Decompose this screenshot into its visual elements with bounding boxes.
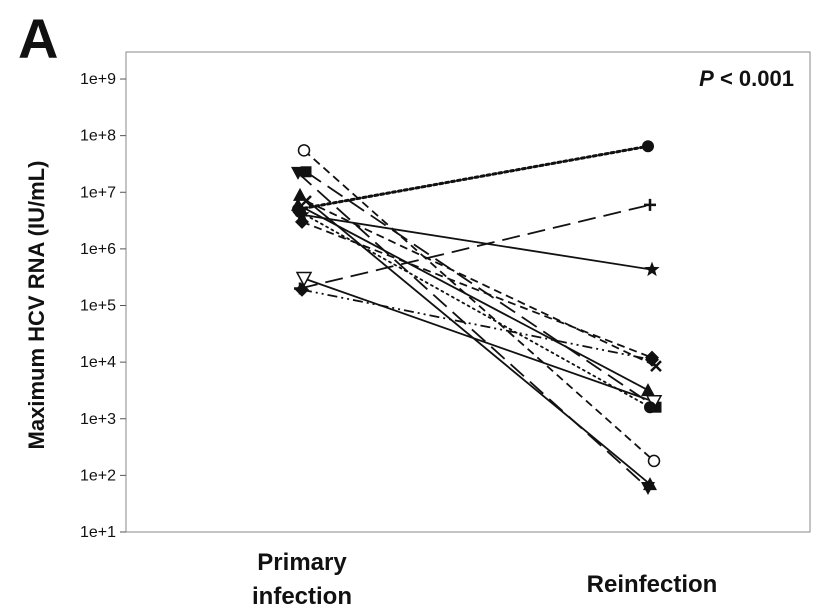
y-tick-label: 1e+9	[80, 71, 116, 88]
series-line	[301, 288, 653, 361]
data-point-diamond-filled	[295, 214, 309, 229]
y-tick-label: 1e+3	[80, 411, 116, 428]
series-markers	[291, 140, 663, 495]
series-line	[297, 204, 649, 391]
series-lines	[296, 144, 657, 489]
x-category-labels: Primary infection Reinfection	[252, 549, 717, 610]
y-tick-label: 1e+5	[80, 298, 116, 315]
data-point-circle-filled	[294, 205, 306, 218]
p-value-text: < 0.001	[714, 66, 794, 91]
y-tick-label: 1e+4	[80, 354, 116, 371]
p-value-annotation: P < 0.001	[699, 66, 794, 91]
data-point-triangle-down-filled	[291, 166, 305, 180]
data-point-circle-open	[647, 454, 661, 468]
data-point-square-filled	[300, 166, 312, 178]
data-point-diamond-filled	[295, 282, 309, 297]
data-point-circle-filled	[644, 401, 656, 414]
y-axis-label: Maximum HCV RNA (IU/mL)	[24, 161, 49, 450]
x-category-label: Reinfection	[587, 571, 718, 598]
data-point-triangle-up-filled	[643, 477, 657, 491]
data-point-plus	[644, 198, 656, 211]
series-line	[303, 277, 655, 403]
series-line	[299, 210, 651, 409]
series-line	[297, 172, 649, 489]
series-line	[301, 221, 653, 359]
data-point-triangle-up-filled	[641, 383, 655, 397]
y-tick-label: 1e+7	[80, 184, 116, 201]
y-axis-ticks: 1e+1 1e+2 1e+3 1e+4 1e+5 1e+6 1e+7 1e+8 1e+9	[80, 71, 126, 541]
data-point-star	[644, 261, 660, 277]
series-line	[301, 213, 653, 271]
data-point-circle-open	[297, 144, 311, 157]
data-point-circle-filled	[642, 140, 654, 153]
y-tick-label: 1e+8	[80, 128, 116, 145]
series-line	[296, 144, 650, 211]
x-category-label: infection	[252, 583, 352, 610]
plot-area-frame	[125, 51, 811, 533]
series-line	[299, 203, 651, 290]
series-line	[305, 171, 657, 408]
y-tick-label: 1e+2	[80, 467, 116, 484]
panel-label: A	[18, 7, 58, 70]
p-symbol: P	[699, 66, 714, 91]
x-category-label: Primary	[257, 549, 347, 576]
data-point-diamond-filled	[645, 350, 659, 365]
y-tick-label: 1e+1	[80, 524, 116, 541]
data-point-triangle-down-open	[295, 271, 313, 288]
series-line	[303, 149, 655, 462]
y-tick-label: 1e+6	[80, 241, 116, 258]
data-point-x	[300, 195, 312, 207]
